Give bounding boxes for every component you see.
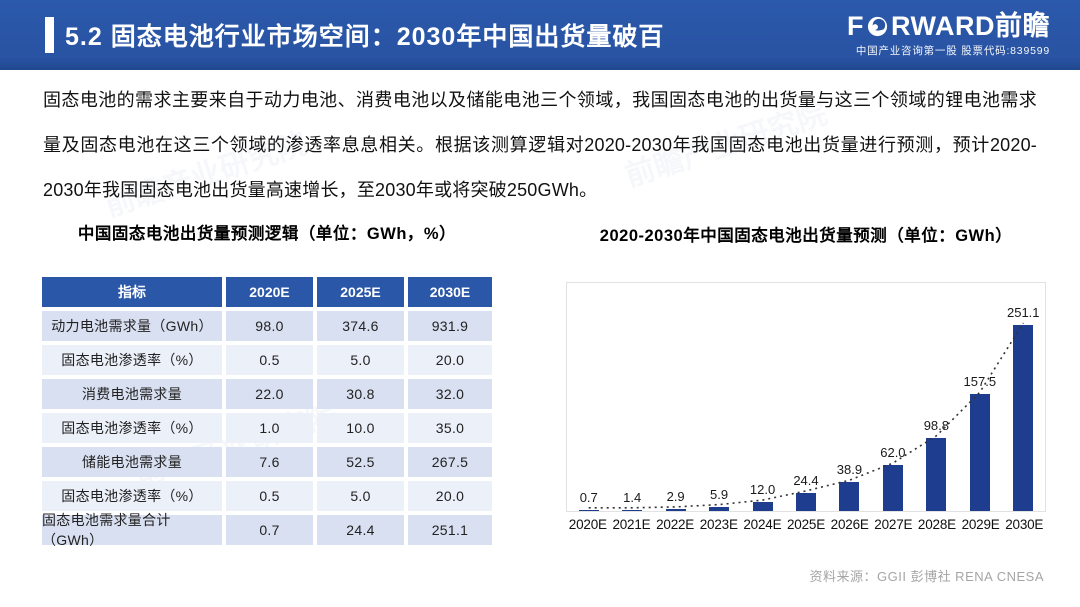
table-row-label: 固态电池渗透率（%）	[42, 345, 222, 375]
x-axis-label: 2023E	[699, 517, 738, 532]
x-axis-label: 2020E	[568, 517, 607, 532]
header-bar: 5.2 固态电池行业市场空间：2030年中国出货量破百 F RWARD前瞻 中国…	[0, 0, 1080, 70]
bar	[839, 482, 860, 511]
table-header-cell: 指标	[42, 277, 222, 307]
bar	[882, 465, 903, 511]
table-cell: 267.5	[408, 447, 492, 477]
bar-column: 12.0	[741, 283, 784, 511]
bar-column: 1.4	[610, 283, 653, 511]
bar-label: 251.1	[1006, 305, 1040, 320]
x-axis-label: 2027E	[874, 517, 913, 532]
table-cell: 52.5	[317, 447, 404, 477]
table-header-cell: 2020E	[226, 277, 313, 307]
bar-label: 1.4	[623, 489, 642, 505]
bar	[578, 509, 599, 511]
source-note: 资料来源：GGII 彭博社 RENA CNESA	[809, 569, 1044, 584]
x-axis-label: 2029E	[961, 517, 1000, 532]
bar-label: 62.0	[880, 445, 906, 461]
x-axis-label: 2022E	[656, 517, 695, 532]
table-cell: 20.0	[408, 481, 492, 511]
bar-label: 38.9	[836, 462, 863, 478]
bar-column: 0.7	[567, 283, 610, 511]
x-axis-label: 2025E	[787, 517, 826, 532]
bar-column: 5.9	[697, 283, 740, 511]
bar	[709, 506, 730, 511]
table-cell: 931.9	[408, 311, 492, 341]
table-header-cell: 2025E	[317, 277, 404, 307]
bar	[752, 502, 773, 511]
table-cell: 30.8	[317, 379, 404, 409]
bar	[926, 437, 947, 511]
logo-text: F RWARD前瞻	[846, 10, 1050, 41]
table-row-label: 消费电池需求量	[42, 379, 222, 409]
bar-chart: 0.7 1.4 2.9 5.9 12.0 24.4 38.9 62.0 98.8 157.5 251…	[566, 282, 1046, 512]
x-axis-label: 2021E	[612, 517, 651, 532]
bar	[665, 508, 686, 511]
logo-bird-icon	[866, 15, 889, 38]
bar-column: 98.8	[915, 283, 958, 511]
x-axis-label: 2028E	[917, 517, 956, 532]
bar-column: 251.1	[1002, 283, 1045, 511]
table-cell: 1.0	[226, 413, 313, 443]
table-row-label: 储能电池需求量	[42, 447, 222, 477]
bar-column: 157.5	[958, 283, 1001, 511]
table-cell: 374.6	[317, 311, 404, 341]
table-cell: 5.0	[317, 481, 404, 511]
bar-label: 5.9	[710, 486, 729, 502]
slide-title: 5.2 固态电池行业市场空间：2030年中国出货量破百	[65, 23, 665, 51]
table-cell: 20.0	[408, 345, 492, 375]
table-row-label: 固态电池渗透率（%）	[42, 481, 222, 511]
table-cell: 5.0	[317, 345, 404, 375]
bar-label: 0.7	[579, 489, 598, 505]
title-accent-bar	[45, 17, 54, 53]
bar-label: 98.8	[923, 417, 949, 433]
table-row-label: 动力电池需求量（GWh）	[42, 311, 222, 341]
table-title: 中国固态电池出货量预测逻辑（单位：GWh，%）	[77, 225, 457, 243]
logo-prefix: F	[846, 10, 864, 41]
brand-logo: F RWARD前瞻 中国产业咨询第一股 股票代码:839599	[846, 10, 1050, 58]
logo-subtitle: 中国产业咨询第一股 股票代码:839599	[855, 44, 1050, 57]
table-cell: 0.5	[226, 481, 313, 511]
x-axis-label: 2024E	[743, 517, 782, 532]
bar-column: 62.0	[871, 283, 914, 511]
chart-title: 2020-2030年中国固态电池出货量预测（单位：GWh）	[599, 227, 1013, 245]
bar	[795, 492, 816, 511]
table-cell: 251.1	[408, 515, 492, 545]
logo-suffix: RWARD前瞻	[890, 10, 1050, 41]
x-axis-label: 2030E	[1005, 517, 1044, 532]
bar	[969, 394, 990, 511]
bar-column: 38.9	[828, 283, 871, 511]
bar-label: 157.5	[963, 374, 997, 390]
bar-column: 2.9	[654, 283, 697, 511]
forecast-table: 指标 2020E 2025E 2030E 动力电池需求量（GWh） 98.0 374.6 93…	[42, 277, 492, 548]
table-header-cell: 2030E	[408, 277, 492, 307]
intro-paragraph: 固态电池的需求主要来自于动力电池、消费电池以及储能电池三个领域，我国固态电池的出…	[43, 90, 1037, 200]
table-cell: 0.5	[226, 345, 313, 375]
table-cell: 24.4	[317, 515, 404, 545]
x-axis-label: 2026E	[830, 517, 869, 532]
bar-label: 12.0	[749, 482, 776, 498]
title-block: 5.2 固态电池行业市场空间：2030年中国出货量破百	[45, 17, 664, 53]
table-cell: 0.7	[226, 515, 313, 545]
x-axis-labels: 2020E 2021E 2022E 2023E 2024E 2025E 2026E 2027E…	[566, 517, 1046, 532]
bar-series: 0.7 1.4 2.9 5.9 12.0 24.4 38.9 62.0 98.8 157.5 251…	[567, 283, 1045, 511]
table-cell: 35.0	[408, 413, 492, 443]
table-cell: 32.0	[408, 379, 492, 409]
table-row-label: 固态电池渗透率（%）	[42, 413, 222, 443]
bar-column: 24.4	[784, 283, 827, 511]
bar-label: 2.9	[666, 488, 685, 504]
table-cell: 98.0	[226, 311, 313, 341]
table-row-label: 固态电池需求量合计（GWh）	[42, 512, 222, 548]
bar	[1013, 325, 1034, 511]
bar	[622, 509, 643, 511]
table-cell: 22.0	[226, 379, 313, 409]
table-cell: 10.0	[317, 413, 404, 443]
table-cell: 7.6	[226, 447, 313, 477]
bar-label: 24.4	[793, 472, 819, 488]
